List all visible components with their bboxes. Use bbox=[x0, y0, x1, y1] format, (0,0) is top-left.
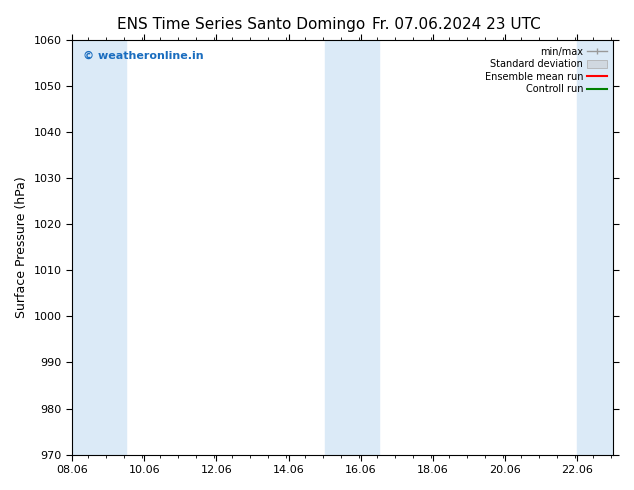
Bar bbox=[578, 40, 614, 455]
Bar bbox=[72, 40, 126, 455]
Legend: min/max, Standard deviation, Ensemble mean run, Controll run: min/max, Standard deviation, Ensemble me… bbox=[483, 45, 609, 96]
Y-axis label: Surface Pressure (hPa): Surface Pressure (hPa) bbox=[15, 176, 28, 318]
Text: © weatheronline.in: © weatheronline.in bbox=[83, 50, 204, 61]
Bar bbox=[325, 40, 379, 455]
Text: Fr. 07.06.2024 23 UTC: Fr. 07.06.2024 23 UTC bbox=[372, 17, 541, 32]
Text: ENS Time Series Santo Domingo: ENS Time Series Santo Domingo bbox=[117, 17, 365, 32]
